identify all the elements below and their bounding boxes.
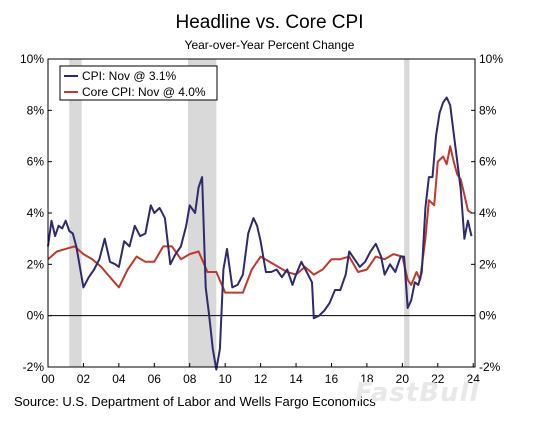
x-tick-label: 06 bbox=[148, 372, 162, 386]
source-note: Source: U.S. Department of Labor and Wel… bbox=[14, 394, 376, 409]
y-tick-label-right: 8% bbox=[479, 103, 497, 117]
ticks-layer: -2% -2% 0% 0% 2% 2% 4% 4% 6% 6% 8% 8% 10% 10% 00 02 04 06… bbox=[20, 52, 503, 386]
x-tick-label: 24 bbox=[467, 372, 481, 386]
series-line-cpi bbox=[47, 96, 473, 371]
chart-title: Headline vs. Core CPI bbox=[175, 12, 364, 33]
legend-label-core-cpi: Core CPI: Nov @ 4.0% bbox=[82, 85, 206, 99]
watermark-logo: FastBull bbox=[355, 378, 480, 408]
y-tick-label-left: 6% bbox=[27, 155, 45, 169]
recession-band-2 bbox=[404, 59, 410, 367]
x-tick-label: 22 bbox=[431, 372, 445, 386]
y-tick-label-right: -2% bbox=[479, 360, 501, 374]
x-tick-label: 16 bbox=[325, 372, 339, 386]
recession-band-0 bbox=[69, 59, 82, 367]
x-tick-label: 04 bbox=[112, 372, 126, 386]
x-tick-label: 20 bbox=[396, 372, 410, 386]
y-tick-label-left: 8% bbox=[27, 103, 45, 117]
y-tick-label-right: 10% bbox=[479, 52, 503, 66]
plot-frame bbox=[47, 58, 476, 368]
y-tick-label-left: 10% bbox=[20, 52, 44, 66]
y-tick-label-right: 6% bbox=[479, 155, 497, 169]
recession-band-1 bbox=[187, 59, 217, 367]
y-tick-label-left: -2% bbox=[23, 360, 45, 374]
y-tick-label-left: 2% bbox=[27, 257, 45, 271]
y-tick-label-left: 0% bbox=[27, 309, 45, 323]
series-line-core-cpi bbox=[47, 145, 473, 294]
x-tick-label: 18 bbox=[360, 372, 374, 386]
legend: CPI: Nov @ 3.1% Core CPI: Nov @ 4.0% bbox=[59, 65, 218, 101]
legend-label-cpi: CPI: Nov @ 3.1% bbox=[82, 69, 177, 83]
x-tick-label: 02 bbox=[77, 372, 91, 386]
y-tick-label-right: 4% bbox=[479, 206, 497, 220]
x-tick-label: 12 bbox=[254, 372, 268, 386]
legend-box bbox=[59, 65, 218, 101]
recession-shading-layer bbox=[69, 59, 410, 367]
x-tick-label: 00 bbox=[41, 372, 55, 386]
x-tick-label: 14 bbox=[289, 372, 303, 386]
x-tick-label: 10 bbox=[218, 372, 232, 386]
x-tick-label: 08 bbox=[183, 372, 197, 386]
chart-subtitle: Year-over-Year Percent Change bbox=[184, 38, 355, 52]
y-tick-label-right: 2% bbox=[479, 257, 497, 271]
y-tick-label-right: 0% bbox=[479, 309, 497, 323]
y-tick-label-left: 4% bbox=[27, 206, 45, 220]
series-layer bbox=[47, 96, 473, 371]
